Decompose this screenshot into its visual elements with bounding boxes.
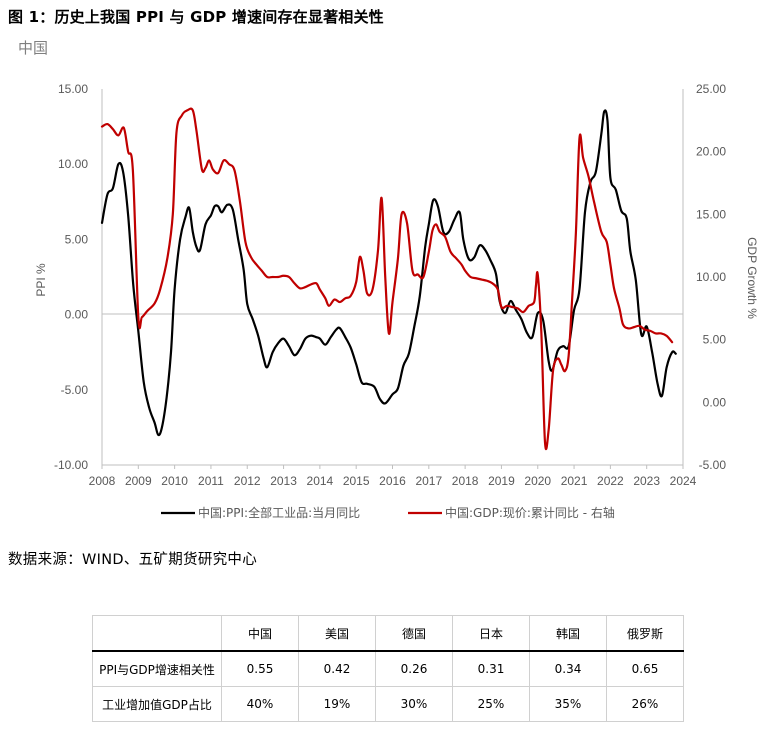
table-header-row: 中国 美国 德国 日本 韩国 俄罗斯 xyxy=(92,615,684,652)
x-tick-label: 2013 xyxy=(270,474,297,488)
x-tick-label: 2011 xyxy=(198,474,224,488)
x-tick-label: 2010 xyxy=(161,474,188,488)
source-note: 数据来源：WIND、五矿期货研究中心 xyxy=(8,552,258,568)
x-tick-label: 2023 xyxy=(633,474,660,488)
x-tick-label: 2015 xyxy=(343,474,370,488)
left-axis-label: PPI % xyxy=(34,263,48,297)
table-row: 工业增加值GDP占比 40% 19% 30% 25% 35% 26% xyxy=(92,686,684,722)
x-tick-label: 2008 xyxy=(89,474,116,488)
table-cell: 19% xyxy=(298,686,376,722)
x-tick-label: 2012 xyxy=(234,474,261,488)
x-tick-label: 2009 xyxy=(125,474,152,488)
table-cell: 35% xyxy=(529,686,607,722)
table-header-cell xyxy=(92,615,222,652)
x-tick-label: 2018 xyxy=(452,474,479,488)
ppi-series-line xyxy=(100,109,677,437)
x-tick-labels: 2008 2009 2010 2011 2012 2013 2014 2015 2016 2017… xyxy=(89,465,697,488)
y-right-tick-label: -5.00 xyxy=(699,458,727,472)
y-right-tick-label: 15.00 xyxy=(696,207,726,221)
series-lines xyxy=(100,107,677,451)
gdp-series-line xyxy=(100,107,674,451)
y-left-tick-label: 5.00 xyxy=(65,232,89,246)
left-tick-labels: 15.00 10.00 5.00 0.00 -5.00 -10.00 xyxy=(54,82,88,472)
y-right-tick-label: 10.00 xyxy=(696,270,726,284)
x-tick-label: 2024 xyxy=(670,474,697,488)
y-left-tick-label: -10.00 xyxy=(54,458,88,472)
x-tick-label: 2014 xyxy=(307,474,334,488)
table-cell: 0.31 xyxy=(452,650,530,687)
table-header-cell: 美国 xyxy=(298,615,376,652)
table-cell: 40% xyxy=(221,686,299,722)
chart-subtitle: 中国 xyxy=(18,39,48,57)
legend: 中国:PPI:全部工业品:当月同比 中国:GDP:现价:累计同比 - 右轴 xyxy=(161,505,615,520)
table-cell: 0.34 xyxy=(529,650,607,687)
table-row-label: PPI与GDP增速相关性 xyxy=(92,650,222,687)
table-header-cell: 俄罗斯 xyxy=(606,615,684,652)
y-right-tick-label: 20.00 xyxy=(696,145,726,159)
x-tick-label: 2022 xyxy=(597,474,624,488)
x-tick-label: 2017 xyxy=(415,474,442,488)
chart: 中国 15.00 10.00 5.00 0.00 -5.00 -10.00 25.00 20… xyxy=(18,39,759,520)
y-left-tick-label: -5.00 xyxy=(61,383,89,397)
table-row: PPI与GDP增速相关性 0.55 0.42 0.26 0.31 0.34 0.… xyxy=(92,650,684,687)
comparison-table: 中国 美国 德国 日本 韩国 俄罗斯 PPI与GDP增速相关性 0.55 0.4… xyxy=(92,615,684,722)
figure-title: 图 1：历史上我国 PPI 与 GDP 增速间存在显著相关性 xyxy=(8,8,384,26)
table-row-label: 工业增加值GDP占比 xyxy=(92,686,222,722)
right-axis-label: GDP Growth % xyxy=(745,237,759,319)
x-tick-label: 2016 xyxy=(379,474,406,488)
x-tick-label: 2020 xyxy=(524,474,551,488)
table-cell: 0.26 xyxy=(375,650,453,687)
legend-label-ppi: 中国:PPI:全部工业品:当月同比 xyxy=(198,505,360,520)
table-cell: 0.42 xyxy=(298,650,376,687)
legend-label-gdp: 中国:GDP:现价:累计同比 - 右轴 xyxy=(445,505,615,520)
table-cell: 30% xyxy=(375,686,453,722)
plot-frame xyxy=(101,89,684,466)
y-left-tick-label: 0.00 xyxy=(65,308,89,322)
y-left-tick-label: 10.00 xyxy=(58,157,88,171)
x-tick-label: 2019 xyxy=(488,474,515,488)
table-header-cell: 中国 xyxy=(221,615,299,652)
table-header-cell: 德国 xyxy=(375,615,453,652)
table-cell: 26% xyxy=(606,686,684,722)
table-cell: 25% xyxy=(452,686,530,722)
y-left-tick-label: 15.00 xyxy=(58,82,88,96)
right-tick-labels: 25.00 20.00 15.00 10.00 5.00 0.00 -5.00 xyxy=(696,82,726,472)
y-right-tick-label: 25.00 xyxy=(696,82,726,96)
table-header-cell: 日本 xyxy=(452,615,530,652)
table-header-cell: 韩国 xyxy=(529,615,607,652)
x-tick-label: 2021 xyxy=(561,474,588,488)
y-right-tick-label: 0.00 xyxy=(703,395,727,409)
table-cell: 0.55 xyxy=(221,650,299,687)
table-cell: 0.65 xyxy=(606,650,684,687)
y-right-tick-label: 5.00 xyxy=(703,333,727,347)
